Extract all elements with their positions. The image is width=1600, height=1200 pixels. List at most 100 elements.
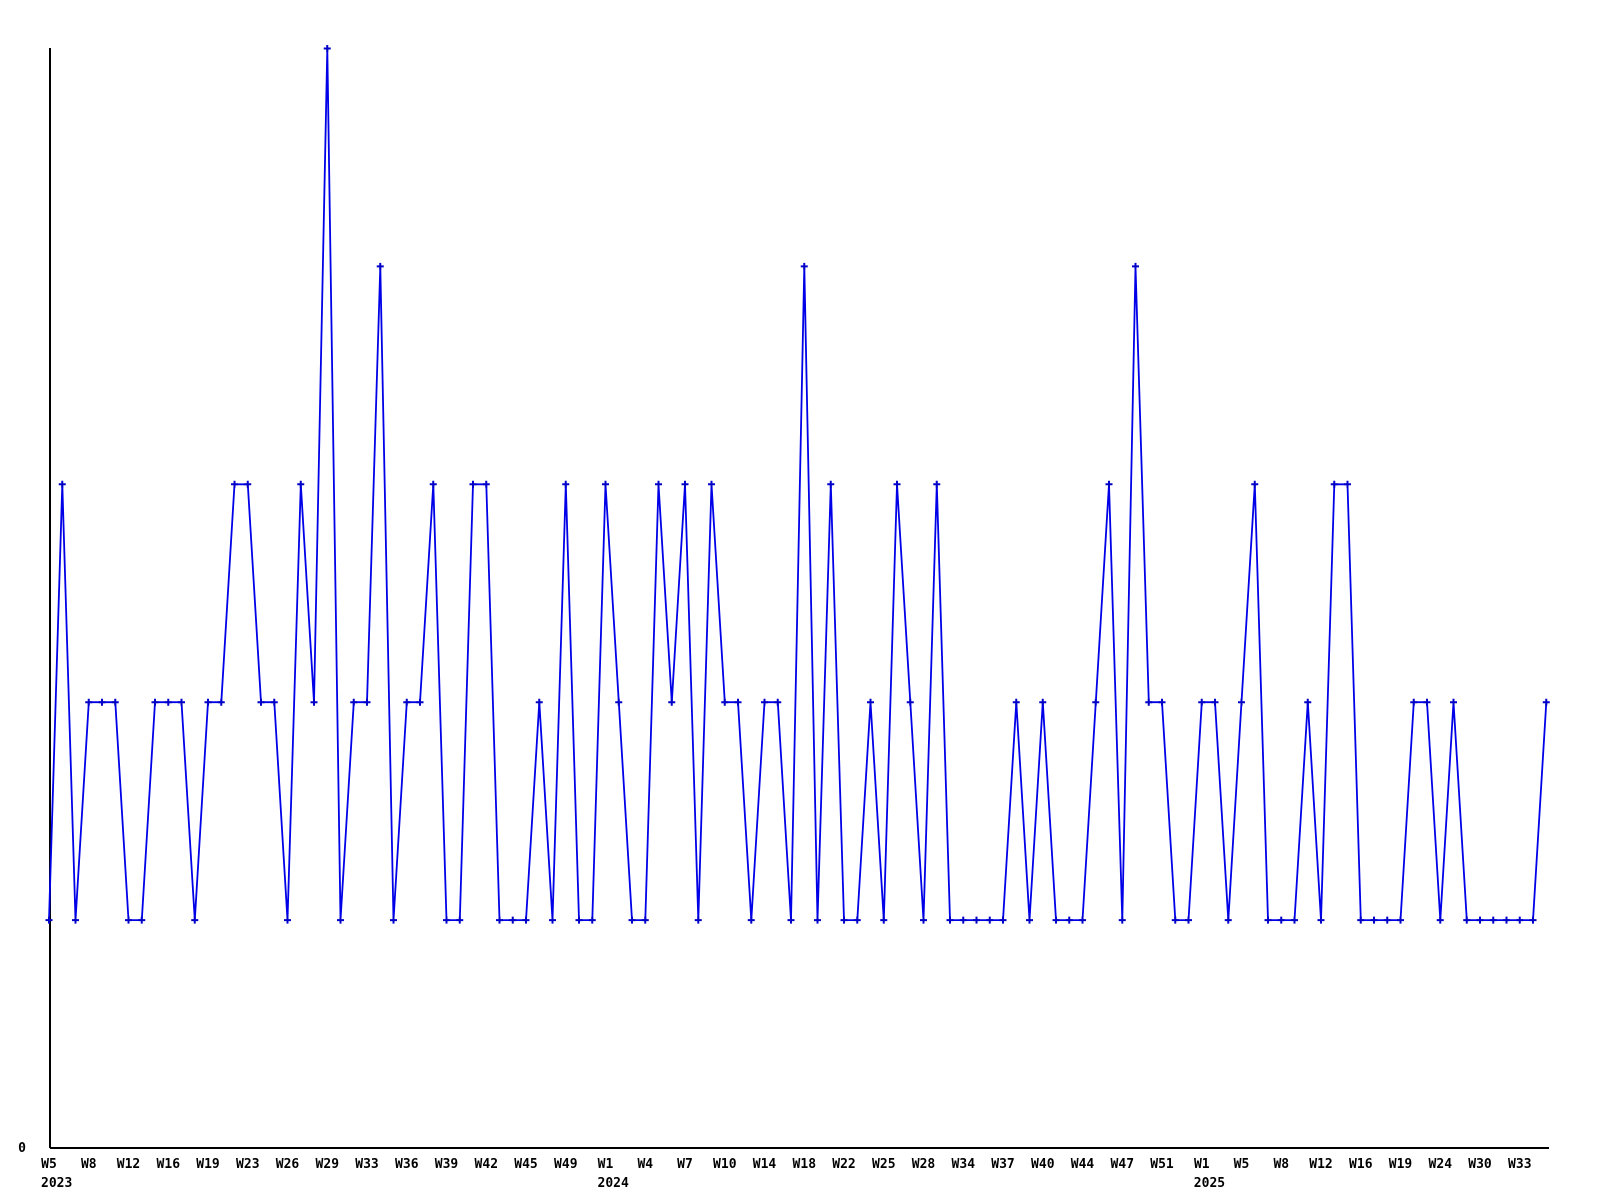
x-tick-label: W33 xyxy=(1508,1157,1531,1172)
data-point-marker xyxy=(1251,480,1259,488)
data-point-marker xyxy=(456,916,464,924)
data-point-marker xyxy=(1238,698,1245,706)
x-tick-label: W40 xyxy=(1031,1157,1055,1172)
data-point-marker xyxy=(562,480,570,488)
data-point-marker xyxy=(350,698,358,706)
x-tick-label: W22 xyxy=(832,1157,855,1172)
data-point-marker xyxy=(297,480,305,488)
data-point-marker xyxy=(1198,698,1206,706)
x-tick-label: W49 xyxy=(554,1157,577,1172)
x-tick-label: W8 xyxy=(1273,1157,1289,1172)
data-point-marker xyxy=(1012,698,1020,706)
x-tick-label: W34 xyxy=(952,1157,976,1172)
data-point-marker xyxy=(867,698,874,706)
data-point-marker xyxy=(1132,262,1139,270)
data-point-marker xyxy=(482,480,490,488)
data-point-marker xyxy=(1065,916,1073,924)
data-point-marker xyxy=(1344,480,1351,488)
data-point-marker xyxy=(920,916,927,924)
data-point-marker xyxy=(880,916,888,924)
x-tick-label: W4 xyxy=(637,1157,653,1172)
data-point-marker xyxy=(893,480,901,488)
data-point-marker xyxy=(1079,916,1086,924)
data-point-marker xyxy=(814,916,821,924)
data-point-marker xyxy=(151,698,159,706)
data-point-marker xyxy=(1118,916,1126,924)
data-point-marker xyxy=(1397,916,1404,924)
data-point-marker xyxy=(403,698,411,706)
data-point-marker xyxy=(509,916,517,924)
data-point-marker xyxy=(973,916,980,924)
data-point-marker xyxy=(1291,916,1298,924)
x-tick-label: W30 xyxy=(1468,1157,1492,1172)
data-point-marker xyxy=(668,698,676,706)
data-point-marker xyxy=(310,698,318,706)
data-point-marker xyxy=(800,262,808,270)
data-point-marker xyxy=(1158,698,1166,706)
data-point-marker xyxy=(1052,916,1060,924)
data-point-marker xyxy=(959,916,967,924)
data-point-marker xyxy=(761,698,768,706)
data-point-marker xyxy=(138,916,146,924)
x-tick-label: W28 xyxy=(912,1157,936,1172)
series-line-group xyxy=(48,48,1548,921)
x-tick-label: W25 xyxy=(872,1157,895,1172)
x-tick-label: W10 xyxy=(713,1157,737,1172)
data-point-marker xyxy=(1516,916,1524,924)
data-point-marker xyxy=(840,916,848,924)
data-point-marker xyxy=(1410,698,1418,706)
data-point-marker xyxy=(1185,916,1192,924)
data-point-marker xyxy=(1277,916,1285,924)
data-point-marker xyxy=(602,480,609,488)
x-tick-label: W47 xyxy=(1111,1157,1134,1172)
data-point-marker xyxy=(1436,916,1444,924)
data-point-marker xyxy=(496,916,503,924)
x-tick-labels: W5 W8 W12 W16 W19 W23 W26 W29 W33 W36 W39 W42 W45 W49… xyxy=(41,1157,1531,1172)
axes xyxy=(49,48,1549,1149)
data-point-marker xyxy=(191,916,199,924)
x-tick-label: W12 xyxy=(1309,1157,1332,1172)
x-tick-label: W16 xyxy=(157,1157,181,1172)
x-tick-label: W44 xyxy=(1071,1157,1095,1172)
x-tick-label: W37 xyxy=(991,1157,1014,1172)
x-tick-label: W5 xyxy=(41,1157,57,1172)
data-point-marker xyxy=(787,916,795,924)
data-point-marker xyxy=(363,698,371,706)
data-point-marker xyxy=(1476,916,1484,924)
data-point-marker xyxy=(1357,916,1365,924)
data-point-marker xyxy=(655,480,662,488)
data-point-marker xyxy=(1423,698,1431,706)
data-point-marker xyxy=(231,480,238,488)
data-point-marker xyxy=(986,916,994,924)
data-point-marker xyxy=(774,698,782,706)
x-tick-label: W23 xyxy=(236,1157,259,1172)
x-tick-label: W42 xyxy=(475,1157,498,1172)
data-point-marker xyxy=(1317,916,1325,924)
x-tick-label: W12 xyxy=(117,1157,140,1172)
data-point-marker xyxy=(45,916,53,924)
data-point-marker xyxy=(1529,916,1537,924)
data-point-marker xyxy=(244,480,252,488)
data-point-marker xyxy=(111,698,119,706)
data-point-marker xyxy=(178,698,185,706)
data-point-marker xyxy=(615,698,623,706)
data-point-marker xyxy=(1304,698,1312,706)
data-point-marker xyxy=(323,45,331,52)
data-point-marker xyxy=(588,916,596,924)
x-year-label: 2025 xyxy=(1194,1176,1225,1191)
data-point-marker xyxy=(1026,916,1033,924)
data-point-marker xyxy=(747,916,755,924)
data-point-marker xyxy=(734,698,742,706)
data-point-marker xyxy=(390,916,397,924)
data-point-marker xyxy=(522,916,530,924)
data-point-marker xyxy=(337,916,344,924)
x-tick-label: W14 xyxy=(753,1157,777,1172)
x-tick-label: W19 xyxy=(196,1157,219,1172)
data-point-marker xyxy=(443,916,450,924)
data-point-marker xyxy=(1542,698,1550,706)
data-point-marker xyxy=(429,480,437,488)
data-point-marker xyxy=(721,698,729,706)
data-point-marker xyxy=(1264,916,1272,924)
